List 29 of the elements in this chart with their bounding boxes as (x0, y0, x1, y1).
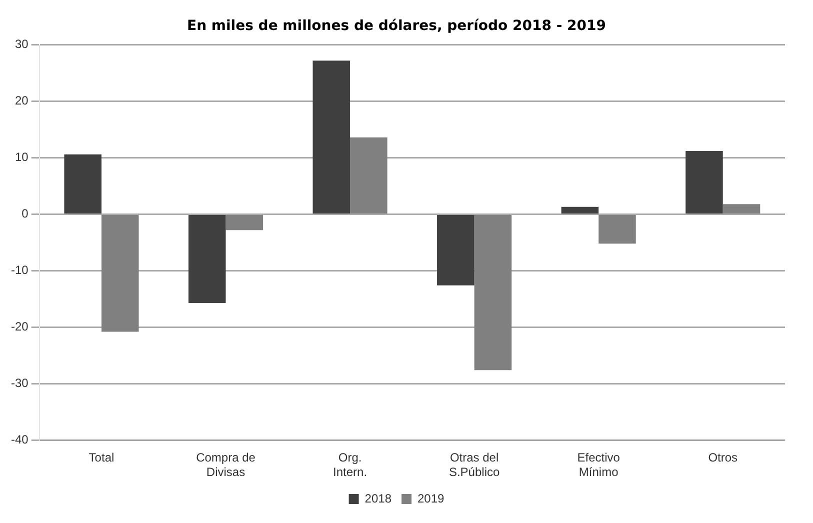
y-tick-label: -10 (11, 263, 29, 278)
bar (350, 137, 388, 214)
bar (474, 215, 512, 370)
bar (188, 215, 226, 303)
bar (686, 150, 723, 214)
bar (64, 154, 102, 214)
x-tick-label: Total (88, 450, 114, 465)
bar (226, 215, 264, 230)
y-tick-label: -40 (11, 432, 29, 447)
x-tick-label: Otros (708, 450, 738, 465)
bar (101, 215, 139, 332)
y-tick-label: -20 (11, 320, 29, 334)
y-tick-label: -30 (11, 376, 29, 390)
x-tick-label: Org. Intern. (333, 450, 368, 480)
legend-label: 2018 (364, 491, 392, 506)
bar (437, 215, 474, 286)
x-tick-label: Efectivo Mínimo (577, 450, 620, 480)
bar (722, 204, 760, 214)
bar (598, 215, 636, 244)
x-tick-label: Compra de Divisas (196, 450, 256, 480)
legend-label: 2019 (418, 491, 445, 506)
y-tick-label: 0 (22, 206, 29, 221)
chart-title: En miles de millones de dólares, período 2018 - 2019 (187, 18, 606, 34)
y-tick-label: 10 (14, 150, 29, 164)
bar (312, 60, 350, 214)
y-tick-label: 20 (14, 94, 29, 108)
bar (561, 206, 599, 214)
y-tick-label: 30 (14, 37, 29, 52)
x-tick-label: Otras del S.Público (448, 450, 500, 480)
